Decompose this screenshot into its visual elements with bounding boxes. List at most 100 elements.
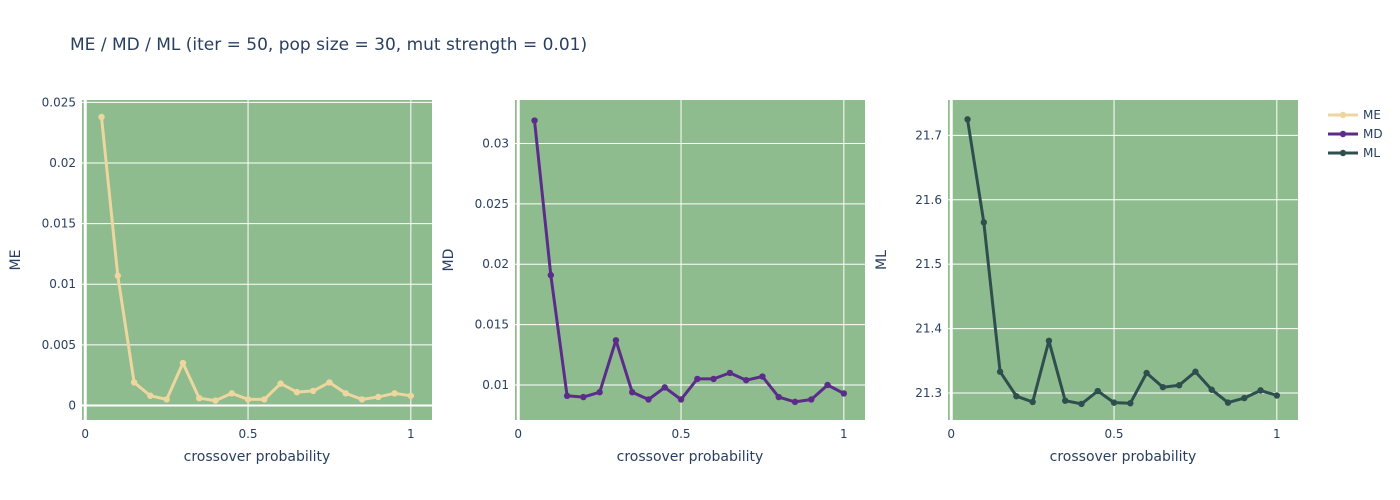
data-point[interactable] [996, 368, 1004, 375]
x-tick-label: 1 [840, 427, 848, 441]
data-point[interactable] [840, 390, 848, 397]
data-point[interactable] [1159, 383, 1167, 391]
data-point[interactable] [130, 379, 138, 386]
subplot-md: 0.01 0.015 0.02 0.025 0.03 0 0.5 1 crossover pro… [441, 100, 865, 465]
legend[interactable]: ME MD ML [1328, 108, 1383, 160]
data-point[interactable] [293, 388, 301, 396]
data-point[interactable] [407, 392, 415, 399]
data-point[interactable] [1045, 337, 1053, 345]
data-point[interactable] [1175, 382, 1183, 389]
data-point[interactable] [1013, 392, 1020, 400]
legend-item-me[interactable]: ME [1328, 108, 1381, 122]
data-point[interactable] [980, 219, 988, 226]
legend-swatch-marker [1339, 130, 1347, 138]
data-point[interactable] [775, 393, 782, 401]
data-point[interactable] [759, 373, 766, 380]
data-point[interactable] [677, 396, 685, 403]
plot-background [948, 100, 1298, 420]
data-point[interactable] [114, 272, 122, 279]
data-point[interactable] [244, 396, 252, 403]
legend-swatch-marker [1339, 111, 1347, 119]
y-tick-label: 0.005 [42, 338, 76, 352]
data-point[interactable] [596, 389, 603, 396]
data-point[interactable] [1273, 392, 1281, 399]
y-tick-label: 21.7 [915, 128, 942, 142]
data-point[interactable] [1110, 399, 1118, 406]
data-point[interactable] [1192, 368, 1199, 375]
data-point[interactable] [661, 384, 668, 391]
x-tick-label: 0.5 [238, 427, 257, 441]
y-tick-label: 21.6 [915, 193, 942, 207]
x-axis-title: crossover probability [184, 449, 331, 465]
data-point[interactable] [1143, 369, 1150, 377]
y-axis-title: ME [8, 250, 24, 271]
data-point[interactable] [358, 396, 366, 403]
data-point[interactable] [1094, 387, 1101, 395]
data-point[interactable] [212, 397, 219, 404]
x-tick-label: 0.5 [1104, 427, 1123, 441]
data-point[interactable] [1127, 400, 1134, 407]
subplot-ml: 21.3 21.4 21.5 21.6 21.7 0 0.5 1 crossover proba… [874, 100, 1298, 465]
data-point[interactable] [326, 379, 333, 386]
data-point[interactable] [1029, 398, 1036, 406]
data-point[interactable] [645, 396, 652, 403]
y-tick-label: 0.015 [475, 318, 509, 332]
data-point[interactable] [612, 337, 620, 344]
data-point[interactable] [1062, 397, 1069, 404]
data-point[interactable] [277, 380, 284, 387]
y-tick-label: 21.4 [915, 322, 942, 336]
data-point[interactable] [742, 376, 750, 384]
data-point[interactable] [629, 389, 636, 396]
data-point[interactable] [1224, 399, 1232, 406]
y-tick-label: 0.01 [49, 277, 76, 291]
data-point[interactable] [547, 271, 555, 279]
data-point[interactable] [147, 392, 154, 399]
legend-label: ME [1363, 108, 1381, 122]
data-point[interactable] [531, 117, 538, 124]
legend-label: MD [1363, 127, 1383, 141]
data-point[interactable] [98, 113, 105, 121]
x-tick-label: 1 [407, 427, 415, 441]
legend-item-ml[interactable]: ML [1328, 146, 1380, 160]
data-point[interactable] [563, 392, 571, 400]
data-point[interactable] [163, 396, 170, 403]
x-axis-title: crossover probability [617, 449, 764, 465]
x-tick-label: 0 [81, 427, 89, 441]
data-point[interactable] [808, 396, 815, 403]
data-point[interactable] [694, 375, 701, 383]
plot-background [82, 100, 432, 420]
legend-swatch-marker [1339, 149, 1347, 157]
x-tick-label: 0.5 [671, 427, 690, 441]
data-point[interactable] [1257, 387, 1264, 394]
data-point[interactable] [342, 390, 349, 397]
data-point[interactable] [710, 375, 717, 383]
y-tick-label: 0.015 [42, 217, 76, 231]
data-point[interactable] [228, 390, 235, 397]
data-point[interactable] [375, 393, 382, 401]
data-point[interactable] [580, 393, 587, 401]
data-point[interactable] [1078, 400, 1085, 408]
data-point[interactable] [309, 387, 317, 395]
y-axis-title: MD [441, 249, 457, 272]
y-tick-label: 0.01 [482, 378, 509, 392]
data-point[interactable] [179, 359, 187, 367]
x-axis-title: crossover probability [1050, 449, 1197, 465]
y-tick-label: 21.5 [915, 257, 942, 271]
data-point[interactable] [824, 381, 831, 389]
legend-item-md[interactable]: MD [1328, 127, 1383, 141]
y-tick-label: 0.025 [475, 197, 509, 211]
data-point[interactable] [196, 394, 203, 402]
data-point[interactable] [791, 398, 799, 406]
data-point[interactable] [726, 369, 734, 377]
y-tick-label: 0.02 [482, 257, 509, 271]
legend-label: ML [1363, 146, 1380, 160]
data-point[interactable] [261, 396, 268, 403]
data-point[interactable] [964, 116, 971, 123]
data-point[interactable] [391, 390, 398, 397]
data-point[interactable] [1241, 394, 1248, 402]
x-tick-label: 1 [1273, 427, 1281, 441]
chart-panels: 0 0.005 0.01 0.015 0.02 0.025 0 0.5 1 crossover p… [8, 95, 1298, 465]
x-tick-label: 0 [514, 427, 522, 441]
data-point[interactable] [1208, 386, 1215, 393]
